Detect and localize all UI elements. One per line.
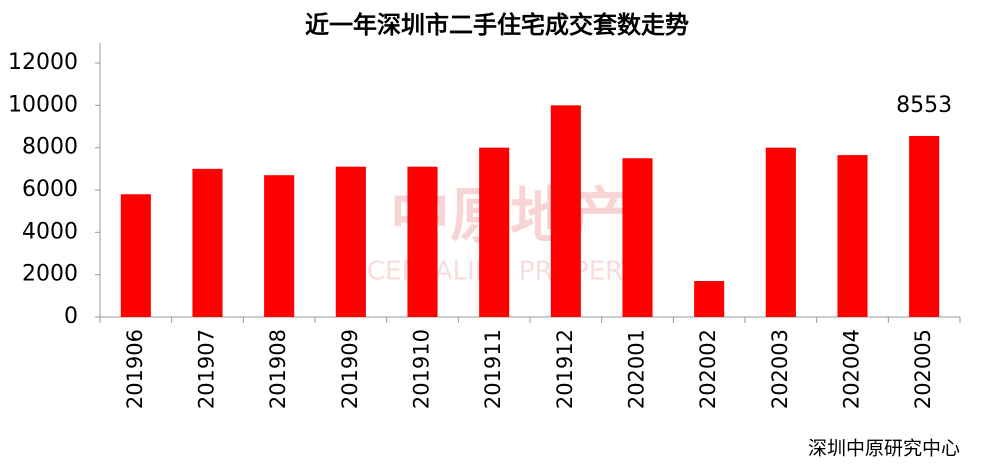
y-tick-label: 6000 bbox=[22, 177, 78, 202]
y-tick-label: 0 bbox=[64, 304, 78, 329]
bar bbox=[264, 175, 295, 317]
bar bbox=[335, 166, 366, 317]
source: 深圳中原研究中心 bbox=[808, 438, 960, 460]
bar bbox=[407, 166, 438, 317]
x-tick-label: 201911 bbox=[481, 329, 505, 409]
bar bbox=[120, 194, 151, 317]
bar bbox=[909, 135, 940, 317]
bar bbox=[550, 105, 581, 317]
x-tick-label: 201908 bbox=[266, 329, 290, 409]
y-tick-label: 8000 bbox=[22, 135, 78, 160]
y-tick-label: 2000 bbox=[22, 262, 78, 287]
bar bbox=[622, 158, 653, 317]
y-tick-label: 4000 bbox=[22, 219, 78, 244]
bar bbox=[192, 168, 223, 317]
bar bbox=[765, 147, 796, 317]
value-label: 8553 bbox=[896, 93, 952, 118]
x-tick-label: 202003 bbox=[768, 329, 792, 409]
bar bbox=[694, 281, 725, 317]
y-tick-label: 12000 bbox=[8, 50, 78, 75]
x-tick-label: 202002 bbox=[696, 329, 720, 409]
x-tick-label: 201907 bbox=[195, 329, 219, 409]
x-tick-label: 201906 bbox=[123, 329, 147, 409]
chart-title: 近一年深圳市二手住宅成交套数走势 bbox=[305, 11, 689, 39]
x-tick-label: 201912 bbox=[553, 329, 577, 409]
x-tick-label: 201909 bbox=[338, 329, 362, 409]
x-tick-label: 202005 bbox=[911, 329, 935, 409]
bar bbox=[837, 155, 868, 317]
x-tick-label: 202001 bbox=[625, 329, 649, 409]
x-tick-label: 202004 bbox=[840, 329, 864, 409]
y-tick-label: 10000 bbox=[8, 92, 78, 117]
x-tick-label: 201910 bbox=[410, 329, 434, 409]
bar bbox=[479, 147, 510, 317]
